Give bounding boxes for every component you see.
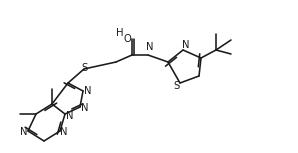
Text: H: H <box>116 28 124 38</box>
Text: N: N <box>60 127 68 137</box>
Text: S: S <box>81 63 87 73</box>
Text: N: N <box>66 111 74 121</box>
Text: N: N <box>20 127 28 137</box>
Text: O: O <box>123 34 131 44</box>
Text: N: N <box>182 40 190 50</box>
Text: N: N <box>84 86 92 96</box>
Text: S: S <box>173 81 179 91</box>
Text: N: N <box>81 103 89 113</box>
Text: N: N <box>146 42 154 52</box>
